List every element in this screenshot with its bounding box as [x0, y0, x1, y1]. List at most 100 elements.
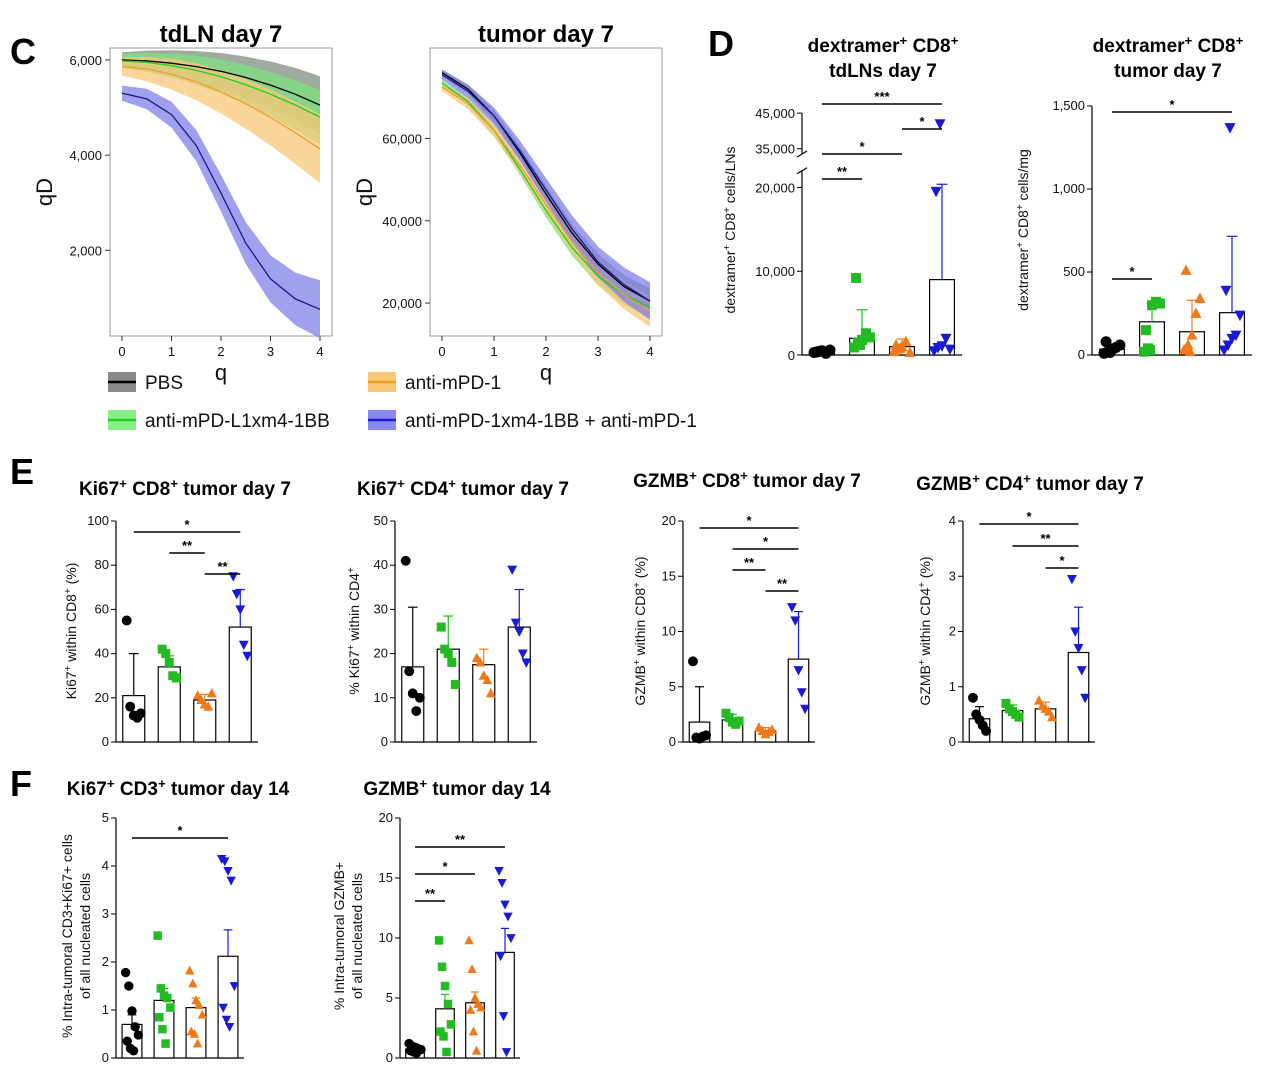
chart-subtitle: tdLNs day 7: [829, 61, 937, 82]
series-line: [441, 86, 651, 312]
bar: [401, 666, 425, 743]
data-point: [936, 341, 948, 352]
data-point: [904, 346, 916, 357]
y-tick-label: 1: [102, 1002, 109, 1017]
data-point: [447, 657, 457, 667]
significance-label: **: [1040, 531, 1051, 546]
data-point: [507, 565, 518, 576]
data-point: [521, 658, 532, 668]
data-point: [153, 931, 162, 940]
data-point: [189, 1028, 200, 1038]
data-point: [434, 936, 444, 945]
data-point: [800, 704, 810, 715]
data-point: [476, 1002, 486, 1012]
y-tick-label: 20: [95, 690, 109, 705]
chart-title: tdLN day 7: [160, 21, 283, 48]
data-point: [437, 962, 447, 972]
significance-label: *: [746, 513, 752, 528]
chart-d-tumor: 0 500 1,000 1,500 * * dextramer+ CD8+ tumor day…: [1015, 33, 1252, 362]
data-point: [1114, 339, 1126, 351]
chart-subtitle: tumor day 7: [1114, 61, 1222, 82]
data-point: [814, 345, 826, 357]
x-axis-label: q: [215, 360, 227, 385]
panel-label-e: E: [10, 451, 34, 492]
series-line: [121, 92, 321, 310]
data-point: [787, 603, 797, 613]
data-point: [471, 1045, 482, 1055]
data-point: [121, 615, 132, 626]
y-tick-label: 0: [788, 348, 795, 363]
significance-label: *: [1129, 264, 1135, 279]
panel-label-c: C: [10, 31, 36, 72]
y-tick-label: 1,000: [1052, 181, 1085, 196]
data-point: [1186, 329, 1198, 340]
data-point: [517, 649, 528, 659]
bar: [228, 626, 252, 743]
data-point: [135, 708, 146, 719]
y-tick-label: 60,000: [382, 132, 422, 147]
data-point: [125, 701, 136, 712]
legend-label: anti-mPD-L1xm4-1BB: [145, 411, 330, 432]
data-point: [790, 616, 801, 626]
data-point: [485, 687, 496, 698]
y-tick-label: 4: [949, 513, 956, 528]
data-point: [130, 1022, 140, 1032]
data-point: [192, 1038, 203, 1048]
chart-title: Ki67+ CD3+ tumor day 14: [67, 776, 290, 801]
data-point: [1222, 340, 1234, 352]
data-point: [900, 335, 912, 347]
significance-label: **: [182, 538, 193, 553]
y-tick-label: 5: [102, 810, 109, 825]
significance-label: **: [837, 164, 848, 179]
y-tick-label: 40: [95, 646, 109, 661]
y-tick-label: 3: [102, 906, 109, 921]
x-tick-label: 4: [316, 344, 323, 359]
chart-e-ki67-cd4: 0 10 20 30 40 50 Ki67+ CD4+ tumor day 7 % Ki67+…: [346, 476, 569, 750]
data-point: [442, 1047, 451, 1057]
data-point: [235, 605, 246, 615]
y-tick-label: 0: [669, 734, 676, 749]
data-point: [446, 1020, 456, 1029]
y-tick-label: 100: [87, 513, 109, 528]
series-line: [441, 74, 651, 302]
y-tick-label: 60: [95, 601, 109, 616]
data-point: [498, 1012, 509, 1022]
bar: [507, 626, 531, 743]
data-point: [443, 999, 453, 1009]
significance-label: *: [919, 114, 925, 129]
data-point: [796, 688, 807, 698]
data-point: [231, 589, 242, 600]
data-point: [1080, 693, 1090, 704]
data-point: [124, 981, 134, 991]
significance-label: *: [177, 823, 183, 838]
y-tick-label: 80: [95, 557, 109, 572]
y-tick-label: 50: [374, 513, 388, 528]
data-point: [224, 1022, 235, 1032]
data-point: [439, 1032, 448, 1041]
y-axis-label: % Ki67+ within CD4+: [346, 567, 363, 695]
data-point: [166, 1003, 175, 1012]
data-point: [133, 1030, 144, 1040]
x-axis-label: q: [540, 360, 552, 385]
series-line: [121, 60, 321, 118]
data-point: [1067, 574, 1077, 585]
chart-title: Ki67+ CD8+ tumor day 7: [79, 476, 291, 501]
data-point: [1100, 336, 1112, 348]
data-point: [482, 674, 493, 685]
chart-c-tumor: tumor day 7 0 1 2 3 4 20,000 40,000 60,000 q qD: [352, 21, 663, 385]
significance-label: ***: [874, 89, 890, 104]
y-tick-label: 20: [379, 810, 393, 825]
data-point: [1230, 330, 1242, 342]
legend: PBS anti-mPD-1 anti-mPD-L1xm4-1BB anti-mPD-…: [108, 372, 697, 432]
y-tick-label: 0: [1078, 347, 1085, 362]
data-point: [510, 618, 521, 629]
y-axis-label: dextramer+ CD8+ cells/LNs: [722, 146, 739, 313]
data-point: [1104, 347, 1116, 359]
x-tick-label: 1: [168, 344, 175, 359]
data-point: [514, 627, 525, 637]
data-point: [238, 640, 249, 651]
x-tick-label: 2: [542, 344, 549, 359]
